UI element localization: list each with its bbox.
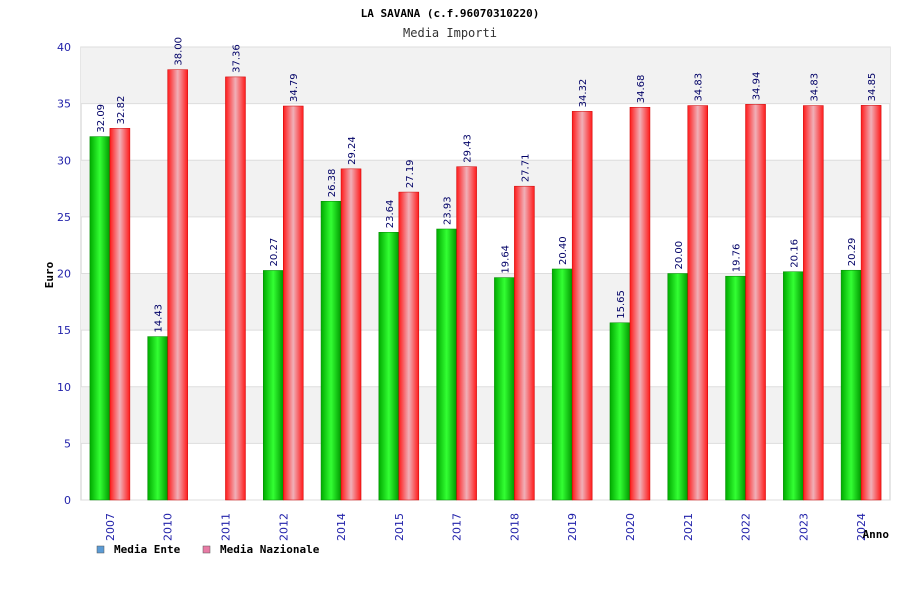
- bar-value-label: 20.40: [558, 236, 569, 265]
- bar-value-label: 34.83: [809, 73, 820, 102]
- bar-value-label: 19.76: [732, 244, 743, 273]
- bar-nazionale: [745, 104, 766, 501]
- x-tick-label: 2015: [393, 513, 406, 541]
- legend-swatch: [202, 545, 211, 554]
- x-axis-ticks: 2007 2010 2011 2012 2014 2015 2017 2018 2019 2020…: [104, 513, 868, 541]
- bar-value-label: 20.00: [674, 241, 685, 270]
- x-tick-label: 2012: [277, 513, 290, 541]
- y-tick-label: 20: [57, 268, 71, 281]
- x-tick-label: 2022: [740, 513, 753, 541]
- bar-ente: [494, 277, 515, 501]
- chart-title: LA SAVANA (c.f.96070310220): [361, 7, 540, 20]
- bar-ente: [840, 269, 862, 501]
- y-axis-label: Euro: [43, 261, 56, 288]
- bar-value-label: 20.29: [847, 238, 858, 267]
- bar-nazionale: [629, 106, 651, 501]
- bar-nazionale: [340, 168, 362, 501]
- bar-ente: [609, 322, 631, 501]
- x-tick-label: 2014: [335, 513, 348, 541]
- bar-value-label: 34.32: [578, 79, 589, 108]
- legend-swatch: [96, 545, 105, 554]
- y-tick-label: 25: [57, 211, 71, 224]
- bar-ente: [378, 232, 400, 501]
- bar-value-label: 26.38: [327, 169, 338, 198]
- bar-ente: [551, 268, 573, 501]
- bar-nazionale: [687, 105, 708, 501]
- bar-value-label: 23.64: [385, 200, 396, 229]
- legend-label: Media Ente: [114, 543, 181, 556]
- x-tick-label: 2007: [104, 513, 117, 541]
- y-tick-label: 10: [57, 381, 71, 394]
- legend-label: Media Nazionale: [220, 543, 320, 556]
- bar-ente: [147, 336, 168, 501]
- bar-value-label: 14.43: [154, 304, 165, 333]
- bar-value-label: 19.64: [500, 245, 511, 274]
- bar-value-label: 20.27: [269, 238, 280, 267]
- grid-band: [81, 160, 890, 217]
- bar-nazionale: [571, 111, 593, 501]
- x-tick-label: 2011: [219, 513, 232, 541]
- grid-band: [81, 273, 890, 331]
- x-tick-label: 2017: [451, 513, 464, 541]
- bar-nazionale: [283, 105, 304, 501]
- bar-value-label: 29.43: [463, 134, 474, 163]
- bar-value-label: 38.00: [174, 37, 185, 66]
- bar-nazionale: [109, 128, 131, 501]
- data-labels: 32.09 32.82 14.43 38.00 37.36 20.27 34.79 26.38…: [96, 37, 878, 333]
- bar-nazionale: [860, 105, 882, 501]
- bar-value-label: 23.93: [443, 196, 454, 225]
- legend: Media Ente Media Nazionale: [96, 543, 320, 556]
- y-tick-label: 40: [57, 41, 71, 54]
- bar-ente: [263, 270, 284, 501]
- bar-value-label: 20.16: [789, 239, 800, 268]
- bar-value-label: 34.85: [867, 73, 878, 102]
- bar-value-label: 27.19: [405, 159, 416, 188]
- y-axis-ticks: 0 5 10 15 20 25 30 35 40: [57, 41, 71, 507]
- x-tick-label: 2019: [566, 513, 579, 541]
- bar-value-label: 34.68: [636, 75, 647, 104]
- bar-nazionale: [398, 191, 420, 501]
- y-tick-label: 0: [64, 494, 71, 507]
- bar-value-label: 32.09: [96, 104, 107, 133]
- y-tick-label: 35: [57, 98, 71, 111]
- bar-nazionale: [225, 76, 246, 501]
- bar-value-label: 34.79: [289, 73, 300, 102]
- y-tick-label: 5: [64, 437, 71, 450]
- bars: [89, 69, 882, 501]
- bar-ente: [725, 275, 746, 501]
- bar-nazionale: [456, 166, 477, 501]
- grid-band: [81, 386, 890, 444]
- bar-ente: [89, 136, 111, 501]
- y-tick-label: 30: [57, 154, 71, 167]
- bar-ente: [783, 271, 804, 501]
- x-tick-label: 2018: [508, 513, 521, 541]
- bar-ente: [320, 200, 342, 501]
- bar-value-label: 34.94: [752, 72, 763, 101]
- bar-nazionale: [803, 105, 824, 501]
- bar-nazionale: [167, 69, 188, 501]
- bar-value-label: 34.83: [694, 73, 705, 102]
- bar-value-label: 15.65: [616, 290, 627, 319]
- bar-value-label: 37.36: [231, 44, 242, 73]
- chart-subtitle: Media Importi: [403, 26, 497, 40]
- x-tick-label: 2020: [624, 513, 637, 541]
- x-tick-label: 2024: [855, 513, 868, 541]
- x-tick-label: 2021: [682, 513, 695, 541]
- bar-value-label: 29.24: [347, 136, 358, 165]
- x-axis-label: Anno: [863, 528, 890, 541]
- bar-ente: [436, 228, 457, 501]
- grid-band: [81, 47, 890, 104]
- bar-ente: [667, 273, 688, 501]
- x-tick-label: 2023: [797, 513, 810, 541]
- bar-value-label: 32.82: [116, 96, 127, 125]
- bar-value-label: 27.71: [520, 154, 531, 183]
- bar-nazionale: [514, 185, 535, 501]
- y-tick-label: 15: [57, 324, 71, 337]
- x-tick-label: 2010: [162, 513, 175, 541]
